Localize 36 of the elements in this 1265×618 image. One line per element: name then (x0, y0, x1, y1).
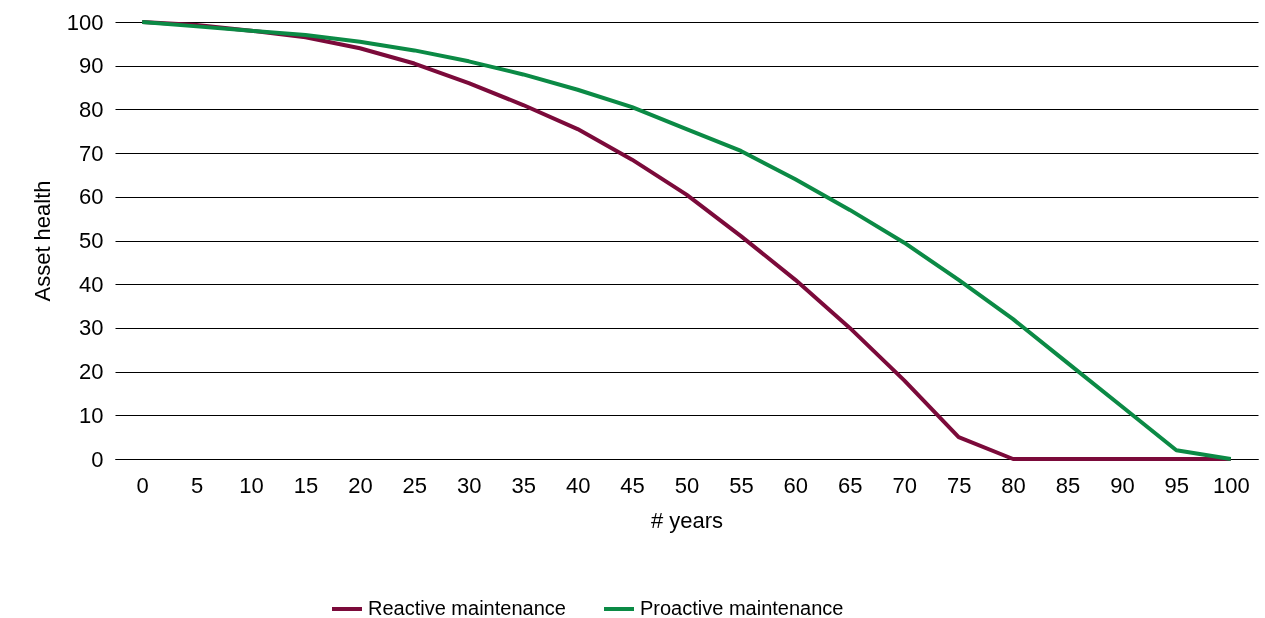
y-tick-label: 30 (79, 315, 104, 341)
y-tick-label: 90 (79, 53, 104, 79)
x-tick-label: 75 (946, 472, 972, 498)
x-tick-label: 40 (565, 472, 591, 498)
y-tick-label: 100 (66, 9, 104, 35)
x-tick-label: 50 (674, 472, 700, 498)
x-tick-label: 85 (1055, 472, 1081, 498)
x-tick-label: 0 (136, 472, 149, 498)
legend-label: Proactive maintenance (640, 597, 844, 618)
x-tick-label: 100 (1212, 472, 1250, 498)
x-tick-label: 20 (348, 472, 373, 498)
y-axis-title: Asset health (29, 180, 55, 302)
x-tick-label: 45 (620, 472, 645, 498)
x-tick-label: 5 (191, 472, 204, 498)
y-tick-label: 50 (79, 228, 104, 253)
x-tick-label: 35 (511, 472, 536, 498)
x-axis-title: # years (650, 507, 724, 533)
y-tick-label: 20 (79, 359, 104, 385)
x-tick-label: 60 (783, 472, 809, 498)
x-tick-label: 80 (1001, 472, 1026, 498)
x-tick-label: 70 (892, 472, 917, 498)
x-tick-label: 25 (402, 472, 428, 498)
y-tick-label: 0 (91, 446, 104, 472)
y-tick-label: 80 (79, 96, 104, 122)
y-tick-label: 10 (79, 402, 104, 428)
legend-label: Reactive maintenance (368, 597, 566, 618)
y-tick-label: 70 (79, 140, 104, 166)
x-tick-label: 30 (457, 472, 482, 498)
y-tick-label: 40 (79, 271, 104, 297)
x-tick-label: 95 (1164, 472, 1190, 498)
x-tick-label: 90 (1110, 472, 1135, 498)
x-tick-label: 15 (293, 472, 319, 498)
y-tick-label: 60 (79, 184, 104, 210)
x-tick-label: 10 (239, 472, 264, 498)
x-tick-label: 65 (838, 472, 863, 498)
x-tick-label: 55 (729, 472, 754, 498)
